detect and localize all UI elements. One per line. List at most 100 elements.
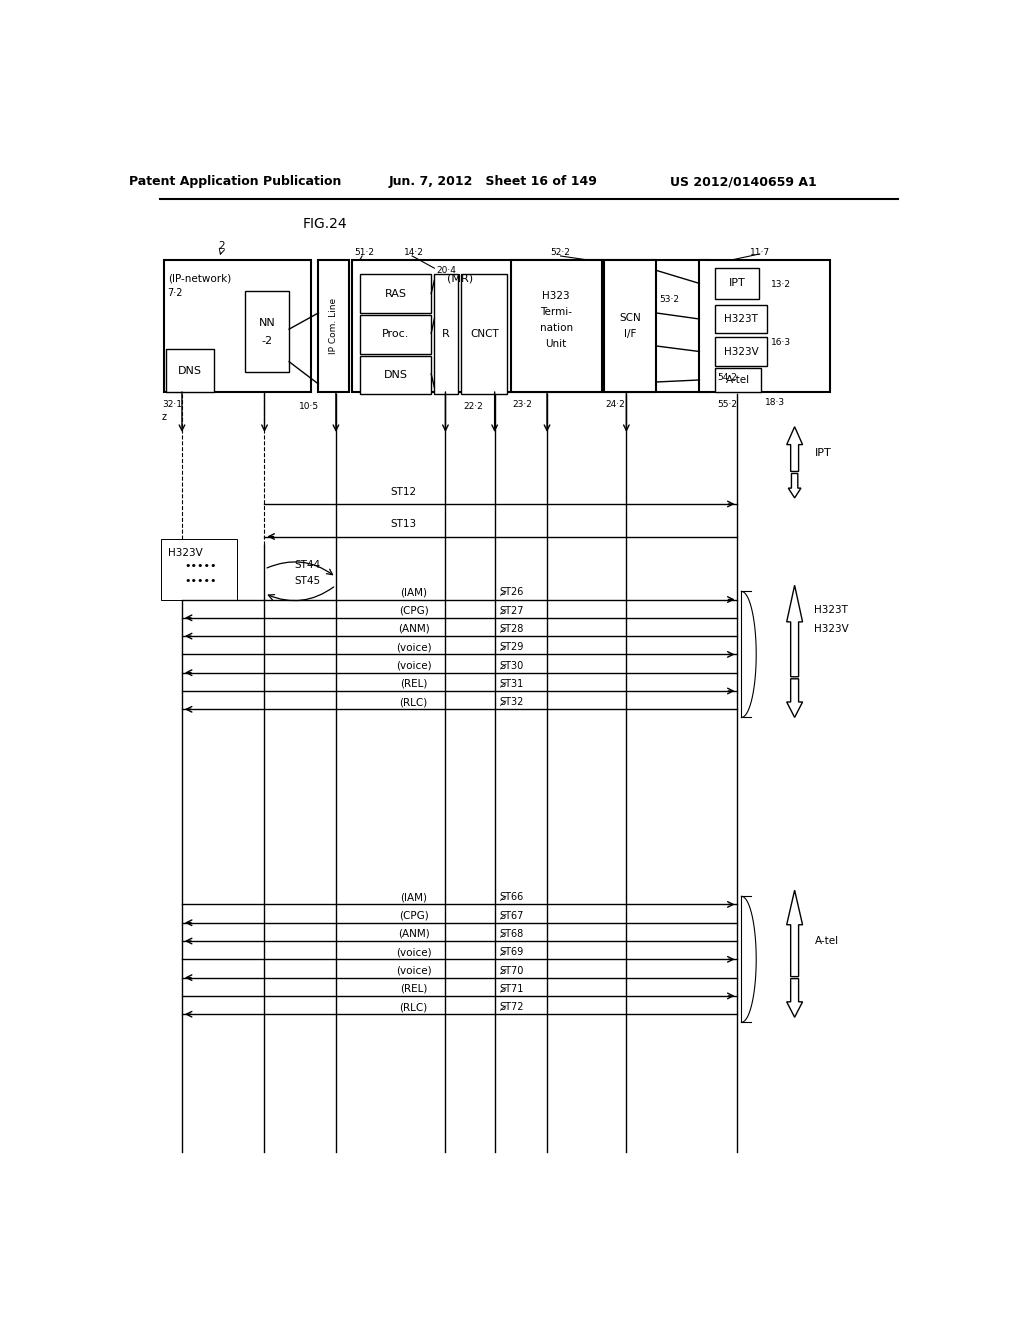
Polygon shape <box>786 890 803 977</box>
Text: •••••: ••••• <box>184 561 217 572</box>
Text: z: z <box>162 412 167 421</box>
Text: Termi-: Termi- <box>540 306 572 317</box>
Text: (ANM): (ANM) <box>397 624 430 634</box>
Bar <box>166 350 214 392</box>
Text: 54·2: 54·2 <box>717 374 736 383</box>
Text: ST44: ST44 <box>295 560 321 570</box>
Text: (voice): (voice) <box>396 948 431 957</box>
Text: H323: H323 <box>543 290 570 301</box>
Bar <box>359 315 431 354</box>
Text: ST26: ST26 <box>500 587 524 598</box>
Text: ST28: ST28 <box>500 624 524 634</box>
Text: H323V: H323V <box>814 624 849 634</box>
Text: A-tel: A-tel <box>814 936 839 946</box>
Text: H323T: H323T <box>814 605 848 615</box>
Bar <box>715 268 759 298</box>
Text: 22·2: 22·2 <box>463 401 482 411</box>
Text: 14·2: 14·2 <box>403 248 424 257</box>
Bar <box>359 355 431 395</box>
Text: ST66: ST66 <box>500 892 523 903</box>
Text: (REL): (REL) <box>400 983 427 994</box>
Text: 24·2: 24·2 <box>606 400 626 409</box>
Bar <box>318 260 348 392</box>
Text: ST27: ST27 <box>500 606 524 615</box>
Bar <box>359 275 431 313</box>
Bar <box>511 260 602 392</box>
Bar <box>461 275 507 395</box>
Text: 20·4: 20·4 <box>436 265 456 275</box>
Text: 11·7: 11·7 <box>750 248 770 257</box>
Text: R: R <box>442 329 451 339</box>
Text: ST12: ST12 <box>390 487 416 496</box>
Text: 2: 2 <box>218 240 225 251</box>
Text: Proc.: Proc. <box>382 329 410 339</box>
Polygon shape <box>786 678 803 718</box>
Bar <box>715 305 767 333</box>
Text: ST29: ST29 <box>500 643 524 652</box>
Bar <box>699 260 830 392</box>
Text: 18·3: 18·3 <box>765 397 785 407</box>
Text: ST13: ST13 <box>390 519 416 529</box>
Text: (RLC): (RLC) <box>399 697 428 708</box>
Text: H323T: H323T <box>724 314 758 323</box>
Text: ST69: ST69 <box>500 948 523 957</box>
Text: IP Com. Line: IP Com. Line <box>329 298 338 354</box>
Text: 52·2: 52·2 <box>551 248 570 257</box>
Bar <box>352 260 709 392</box>
Text: FIG.24: FIG.24 <box>303 218 347 231</box>
Text: 32·1: 32·1 <box>162 400 182 409</box>
Text: ST30: ST30 <box>500 660 523 671</box>
Text: DNS: DNS <box>178 366 202 376</box>
Text: A-tel: A-tel <box>726 375 751 385</box>
Text: (ANM): (ANM) <box>397 929 430 939</box>
Polygon shape <box>786 426 803 471</box>
Bar <box>162 539 237 599</box>
Text: (RLC): (RLC) <box>399 1002 428 1012</box>
Text: (IP-network): (IP-network) <box>168 273 231 284</box>
Text: H323V: H323V <box>168 548 203 558</box>
Text: 53·2: 53·2 <box>659 296 680 304</box>
Text: RAS: RAS <box>384 289 407 298</box>
Bar <box>715 368 761 392</box>
Text: 55·2: 55·2 <box>717 400 737 409</box>
Text: 23·2: 23·2 <box>512 400 532 409</box>
Text: nation: nation <box>540 323 572 333</box>
Text: IPT: IPT <box>814 449 831 458</box>
Text: ST67: ST67 <box>500 911 524 920</box>
Text: (voice): (voice) <box>396 643 431 652</box>
Text: (CPG): (CPG) <box>398 606 429 615</box>
Text: IPT: IPT <box>729 279 745 288</box>
Text: ST68: ST68 <box>500 929 523 939</box>
Text: 7·2: 7·2 <box>168 288 183 297</box>
Text: Jun. 7, 2012   Sheet 16 of 149: Jun. 7, 2012 Sheet 16 of 149 <box>389 176 597 189</box>
Text: (IAM): (IAM) <box>400 587 427 598</box>
Text: 10·5: 10·5 <box>299 401 319 411</box>
Text: ST32: ST32 <box>500 697 524 708</box>
Text: (REL): (REL) <box>400 678 427 689</box>
Text: Unit: Unit <box>546 339 566 350</box>
Text: (voice): (voice) <box>396 965 431 975</box>
Bar <box>604 260 655 392</box>
Text: I/F: I/F <box>624 329 636 339</box>
Text: ST72: ST72 <box>500 1002 524 1012</box>
Text: (CPG): (CPG) <box>398 911 429 920</box>
Text: (MR): (MR) <box>447 273 473 284</box>
Text: ST45: ST45 <box>295 577 321 586</box>
Text: (voice): (voice) <box>396 660 431 671</box>
Text: -2: -2 <box>262 337 272 346</box>
Polygon shape <box>786 585 803 677</box>
Text: SCN: SCN <box>620 313 641 323</box>
Text: US 2012/0140659 A1: US 2012/0140659 A1 <box>670 176 816 189</box>
Bar <box>246 290 289 372</box>
Text: ST71: ST71 <box>500 983 524 994</box>
Text: NN: NN <box>259 318 275 329</box>
Text: 51·2: 51·2 <box>354 248 375 257</box>
Bar <box>164 260 310 392</box>
Text: DNS: DNS <box>383 370 408 380</box>
Text: CNCT: CNCT <box>470 329 499 339</box>
Text: (IAM): (IAM) <box>400 892 427 903</box>
Text: ST70: ST70 <box>500 965 524 975</box>
Bar <box>715 338 767 366</box>
Polygon shape <box>788 474 801 498</box>
Text: ST31: ST31 <box>500 678 523 689</box>
